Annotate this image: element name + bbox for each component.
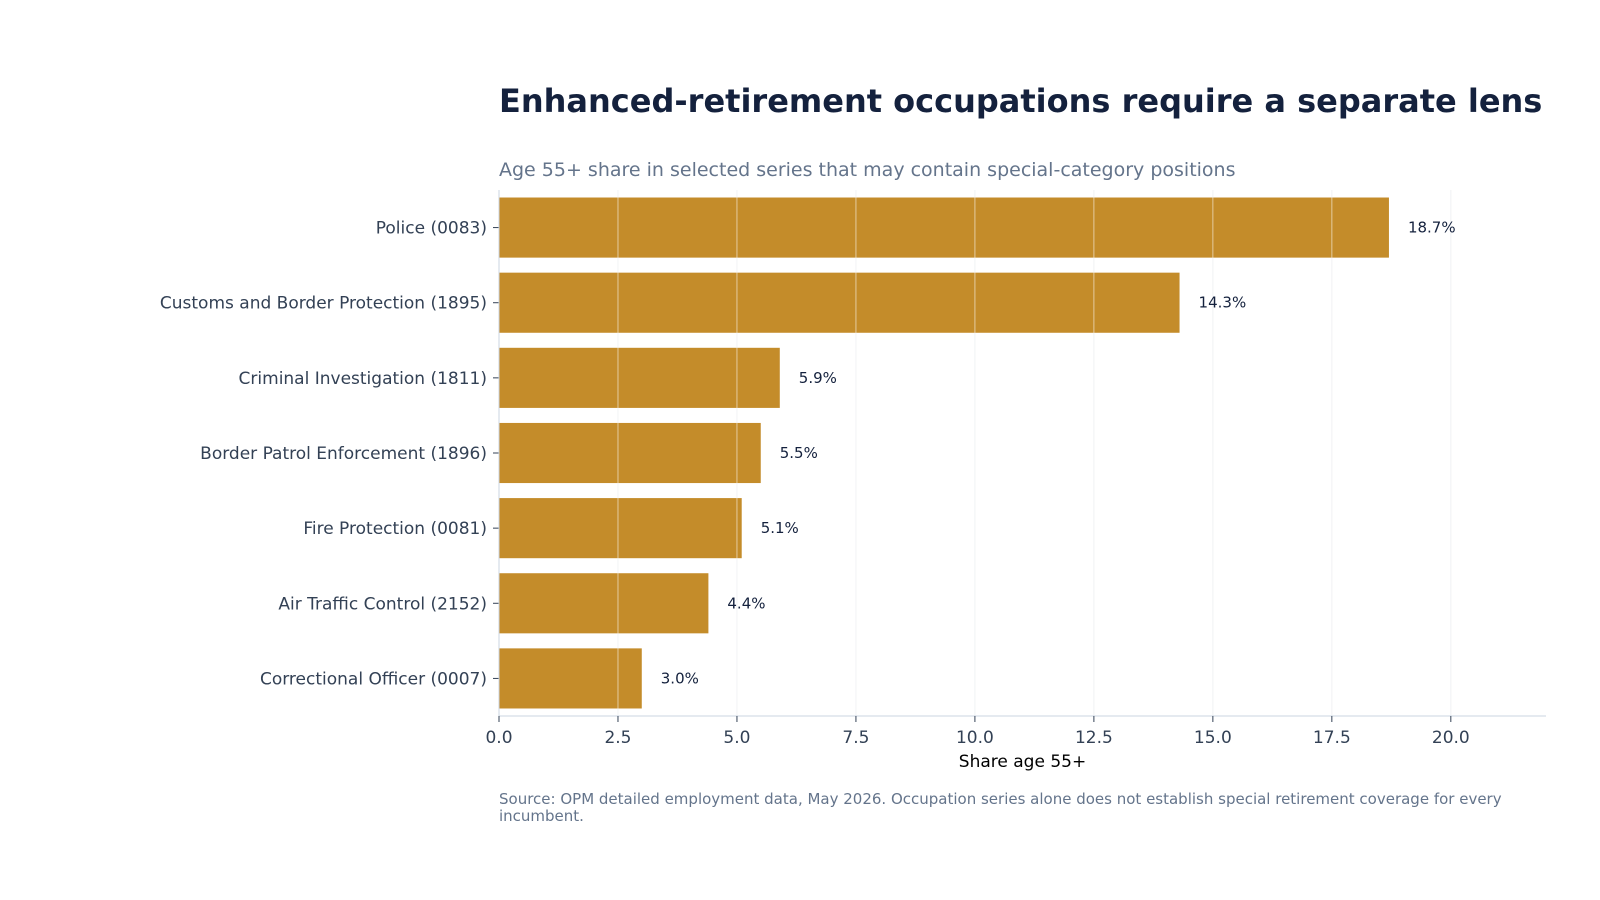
x-axis-title: Share age 55+ [959, 752, 1086, 772]
x-tick-label: 0.0 [485, 728, 512, 748]
source-note: Source: OPM detailed employment data, Ma… [499, 790, 1502, 825]
bar [499, 648, 642, 709]
value-label: 3.0% [661, 669, 699, 687]
y-tick-label: Police (0083) [376, 219, 487, 239]
bar [499, 573, 709, 634]
x-tick-label: 15.0 [1194, 728, 1232, 748]
bar [499, 197, 1389, 258]
x-tick-label: 2.5 [604, 728, 631, 748]
value-label: 14.3% [1199, 294, 1247, 312]
bar [499, 272, 1180, 333]
labels: 18.7% Police (0083) 14.3% Customs and Borde… [160, 219, 1470, 748]
value-label: 18.7% [1408, 219, 1456, 237]
bar [499, 498, 742, 559]
value-label: 4.4% [727, 594, 765, 612]
x-tick-label: 7.5 [842, 728, 869, 748]
value-label: 5.9% [799, 369, 837, 387]
y-tick-label: Customs and Border Protection (1895) [160, 294, 487, 314]
chart-subtitle: Age 55+ share in selected series that ma… [499, 159, 1236, 181]
x-tick-label: 20.0 [1432, 728, 1470, 748]
y-tick-label: Criminal Investigation (1811) [239, 369, 487, 389]
value-label: 5.5% [780, 444, 818, 462]
bar [499, 347, 780, 408]
axes [493, 190, 1546, 722]
bar [499, 422, 761, 484]
x-tick-label: 10.0 [956, 728, 994, 748]
x-tick-label: 17.5 [1313, 728, 1351, 748]
bars [499, 197, 1389, 709]
x-tick-label: 12.5 [1075, 728, 1113, 748]
chart-title: Enhanced-retirement occupations require … [499, 82, 1543, 120]
x-tick-label: 5.0 [723, 728, 750, 748]
y-tick-label: Fire Protection (0081) [303, 519, 487, 539]
y-tick-label: Border Patrol Enforcement (1896) [200, 444, 487, 464]
value-label: 5.1% [761, 519, 799, 537]
y-tick-label: Correctional Officer (0007) [260, 669, 487, 689]
y-tick-label: Air Traffic Control (2152) [278, 594, 487, 614]
